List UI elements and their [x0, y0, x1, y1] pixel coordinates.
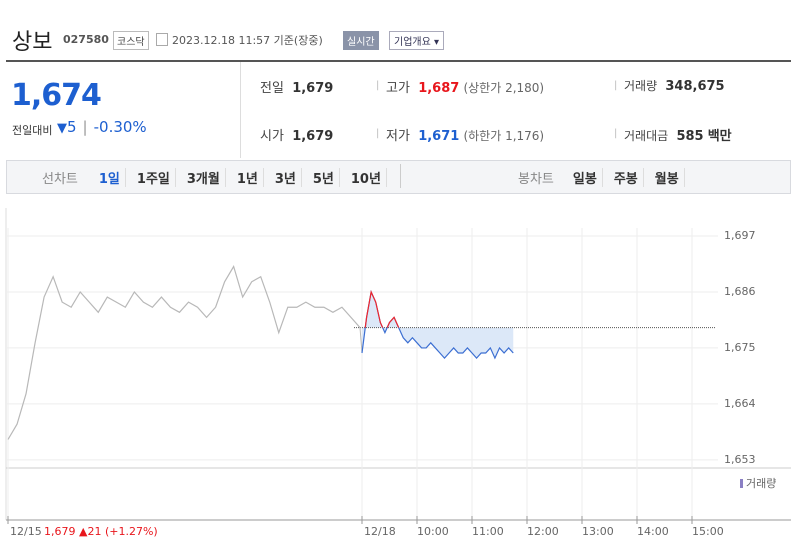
y-tick-label: 1,664 — [724, 397, 756, 410]
stat-value: 1,679 — [292, 81, 334, 96]
x-tick-label: 10:00 — [417, 525, 449, 538]
tab[interactable]: 3개월 — [182, 168, 226, 187]
x-tick-label: 12:00 — [527, 525, 559, 538]
footer-direction: ▲ — [79, 525, 88, 538]
stat-label: 시가 — [260, 129, 284, 144]
y-tick-label: 1,686 — [724, 285, 756, 298]
tab-bar — [6, 160, 791, 194]
timestamp: 2023.12.18 11:57 기준(장중) — [172, 34, 323, 47]
divider — [400, 164, 401, 188]
stat-low: 저가 1,671 (하한가 1,176) — [386, 125, 544, 144]
x-tick-label: 15:00 — [692, 525, 724, 538]
tab-group-label: 봉차트 — [518, 172, 554, 187]
realtime-badge[interactable]: 실시간 — [343, 31, 379, 50]
y-tick-label: 1,653 — [724, 453, 756, 466]
stat-value: 1,671 — [418, 129, 460, 144]
stat-value: 348,675 — [665, 79, 725, 94]
change-value: 5 — [67, 118, 77, 136]
x-tick-label: 12/18 — [364, 525, 396, 538]
tab[interactable]: 5년 — [308, 168, 340, 187]
footer-pct: (+1.27%) — [104, 525, 158, 538]
stock-name: 상보 — [12, 30, 53, 55]
stat-limit: (상한가 2,180) — [463, 81, 545, 95]
x-tick-label: 11:00 — [472, 525, 504, 538]
bar: | — [376, 128, 380, 139]
divider — [240, 62, 241, 158]
candle-tabs: 봉차트 일봉 주봉 월봉 — [518, 168, 685, 187]
stat-label: 거래대금 — [624, 129, 669, 143]
stock-code: 027580 — [63, 33, 109, 46]
y-tick-label: 1,697 — [724, 229, 756, 242]
company-button-label: 기업개요 — [394, 37, 431, 48]
stat-amount: 거래대금 585 백만 — [624, 125, 732, 144]
x-tick-label: 14:00 — [637, 525, 669, 538]
stat-prev: 전일 1,679 — [260, 77, 333, 96]
tab[interactable]: 10년 — [346, 168, 387, 187]
change-label: 전일대비 — [12, 124, 53, 137]
stat-value: 1,687 — [418, 81, 460, 96]
bar: | — [376, 80, 380, 91]
tab[interactable]: 일봉 — [568, 168, 603, 187]
stat-volume: 거래량 348,675 — [624, 77, 725, 94]
line-tabs: 선차트 1일 1주일 3개월 1년 3년 5년 10년 — [42, 168, 387, 187]
stat-label: 거래량 — [624, 79, 658, 93]
bar: | — [614, 128, 618, 139]
tab-group-label: 선차트 — [42, 172, 78, 187]
tab[interactable]: 1년 — [232, 168, 264, 187]
current-price: 1,674 — [11, 78, 102, 113]
stat-label: 저가 — [386, 129, 410, 144]
footer-change: 21 — [87, 525, 102, 538]
volume-legend-swatch — [740, 479, 743, 488]
stat-label: 전일 — [260, 81, 284, 96]
bar: | — [614, 80, 618, 91]
stat-value: 585 — [676, 129, 704, 144]
stat-open: 시가 1,679 — [260, 125, 333, 144]
area — [362, 291, 514, 359]
stat-label: 고가 — [386, 81, 410, 96]
footer-quote: 1,679 ▲21 (+1.27%) — [44, 525, 158, 538]
tab[interactable]: 1일 — [94, 168, 126, 187]
change-pct: -0.30% — [93, 118, 147, 136]
tab[interactable]: 1주일 — [132, 168, 176, 187]
connector — [359, 327, 363, 354]
calendar-icon — [156, 33, 168, 46]
stat-high: 고가 1,687 (상한가 2,180) — [386, 77, 544, 96]
change: ▼5 | -0.30% — [57, 118, 147, 136]
footer-close: 1,679 — [44, 525, 76, 538]
stat-limit: (하한가 1,176) — [463, 129, 545, 143]
price-line — [361, 289, 514, 360]
tab[interactable]: 3년 — [270, 168, 302, 187]
y-tick-label: 1,675 — [724, 341, 756, 354]
tab[interactable]: 주봉 — [609, 168, 644, 187]
separator: | — [82, 118, 88, 136]
company-button[interactable]: 기업개요 ▾ — [389, 31, 445, 50]
stat-value: 1,679 — [292, 129, 334, 144]
x-tick-label: 13:00 — [582, 525, 614, 538]
change-direction: ▼ — [57, 121, 67, 136]
x-tick-label: 12/15 — [10, 525, 42, 538]
market-badge: 코스닥 — [113, 31, 149, 50]
stat-unit: 백만 — [707, 129, 732, 144]
volume-label: 거래량 — [746, 477, 776, 490]
tab[interactable]: 월봉 — [650, 168, 685, 187]
price-line — [7, 265, 361, 440]
